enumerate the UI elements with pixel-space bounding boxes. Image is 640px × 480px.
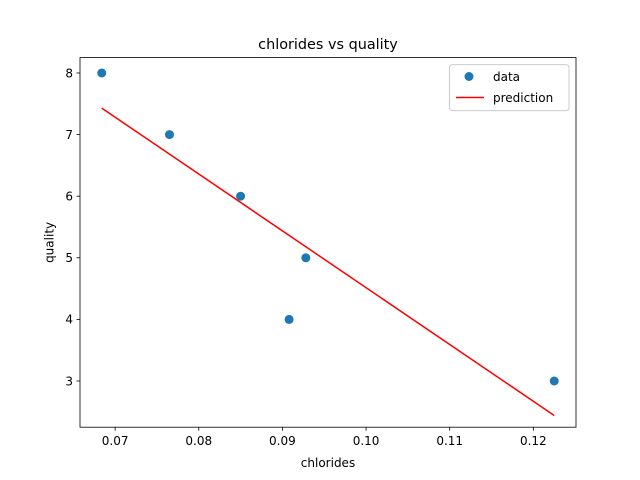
prediction-line	[101, 107, 555, 417]
data-point-6	[549, 376, 559, 386]
data-point-3	[236, 191, 246, 201]
x-tick-label: 0.09	[269, 434, 296, 448]
legend-data-label: data	[493, 70, 520, 84]
legend-data-marker	[464, 72, 474, 81]
legend-box	[449, 64, 570, 112]
data-point-5	[284, 314, 294, 324]
plot-marks	[97, 68, 559, 417]
x-tick-label: 0.10	[353, 434, 380, 448]
y-tick-label: 7	[65, 128, 73, 142]
axes-frame	[79, 57, 577, 428]
x-tick-label: 0.12	[520, 434, 547, 448]
x-axis-label: chlorides	[301, 456, 355, 470]
chart-title: chlorides vs quality	[258, 37, 398, 53]
data-point-1	[97, 68, 107, 78]
y-tick-label: 4	[65, 313, 73, 327]
y-tick-label: 5	[65, 251, 73, 265]
data-point-2	[165, 130, 174, 140]
plot-area	[80, 57, 576, 428]
y-tick-label: 8	[65, 66, 73, 80]
x-axis-ticks: 0.07 0.08 0.09 0.10 0.11 0.12	[102, 427, 547, 448]
y-tick-label: 6	[65, 190, 73, 204]
y-axis-label: quality	[43, 222, 57, 263]
legend-prediction-label: prediction	[493, 91, 553, 105]
data-point-4	[301, 253, 311, 263]
x-tick-label: 0.08	[185, 434, 212, 448]
legend: data prediction	[449, 64, 570, 112]
x-tick-label: 0.11	[436, 434, 463, 448]
y-axis-ticks: 3 4 5 6 7 8	[65, 66, 80, 388]
x-tick-label: 0.07	[102, 434, 129, 448]
y-tick-label: 3	[65, 374, 73, 388]
